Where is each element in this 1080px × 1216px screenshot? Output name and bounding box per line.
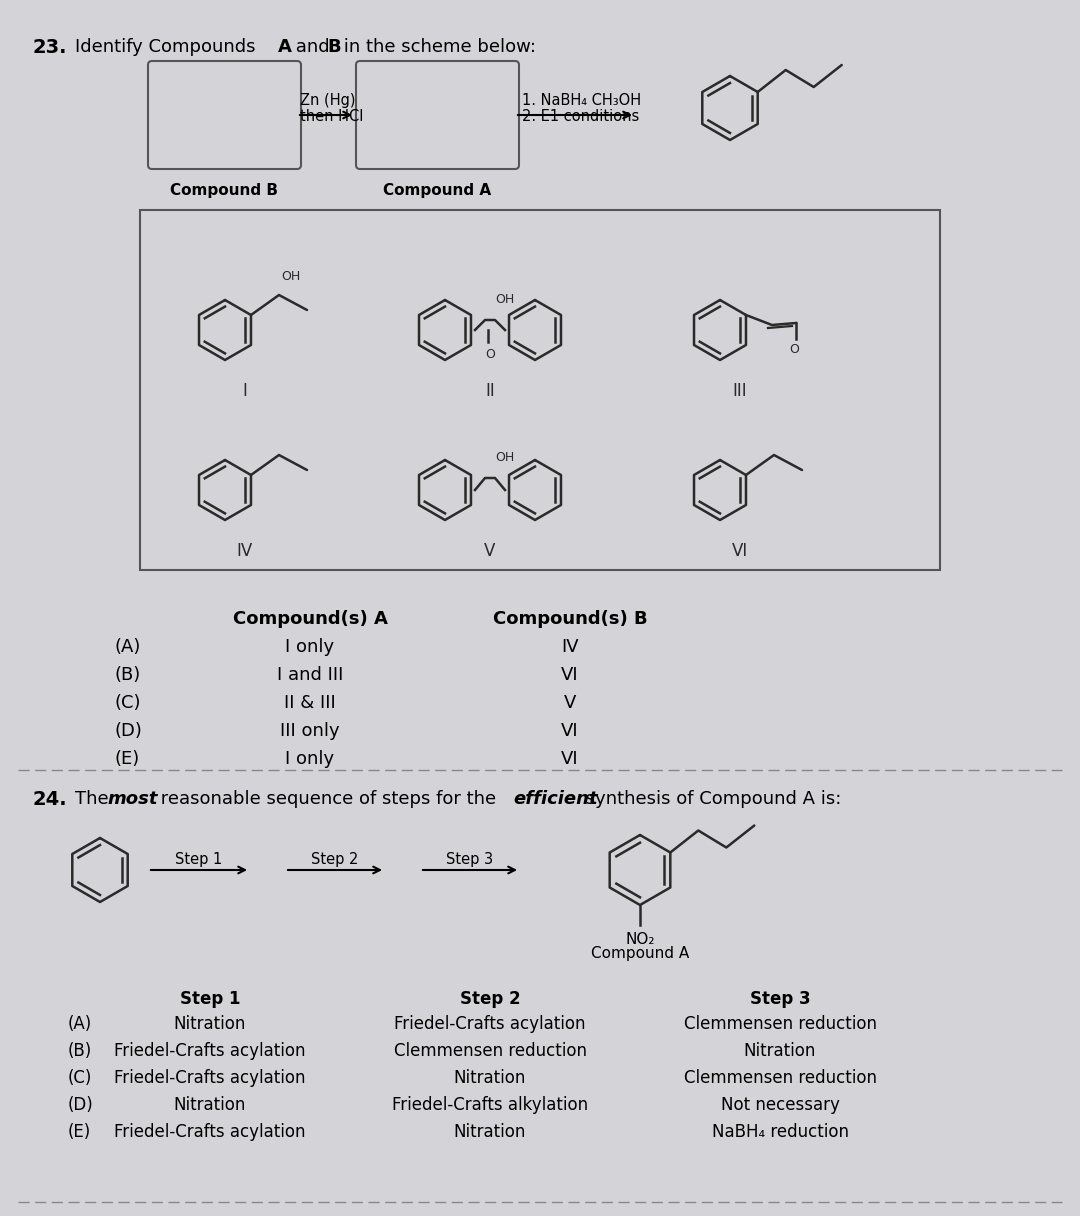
Text: OH: OH <box>495 451 514 465</box>
Text: (A): (A) <box>114 638 141 655</box>
Text: then HCl: then HCl <box>300 109 363 124</box>
Text: and: and <box>291 38 336 56</box>
Text: Nitration: Nitration <box>174 1015 246 1034</box>
Text: VI: VI <box>562 666 579 683</box>
Text: Step 3: Step 3 <box>750 990 810 1008</box>
Text: 1. NaBH₄ CH₃OH: 1. NaBH₄ CH₃OH <box>522 92 642 108</box>
Text: Identify Compounds: Identify Compounds <box>75 38 261 56</box>
Text: 2. E1 conditions: 2. E1 conditions <box>522 109 639 124</box>
Text: O: O <box>485 348 495 361</box>
Text: III: III <box>732 382 747 400</box>
Text: O: O <box>789 343 799 356</box>
Text: VI: VI <box>562 750 579 769</box>
Text: OH: OH <box>281 270 300 283</box>
Text: (E): (E) <box>68 1124 91 1141</box>
Text: Compound(s) B: Compound(s) B <box>492 610 647 627</box>
Text: synthesis of Compound A is:: synthesis of Compound A is: <box>580 790 841 807</box>
Text: (D): (D) <box>114 722 143 741</box>
Text: (B): (B) <box>68 1042 92 1060</box>
Text: Nitration: Nitration <box>454 1124 526 1141</box>
Text: (B): (B) <box>114 666 141 683</box>
Text: I and III: I and III <box>276 666 343 683</box>
Text: efficient: efficient <box>513 790 597 807</box>
Text: Nitration: Nitration <box>744 1042 816 1060</box>
Text: Clemmensen reduction: Clemmensen reduction <box>393 1042 586 1060</box>
Text: B: B <box>327 38 340 56</box>
Text: IV: IV <box>562 638 579 655</box>
Text: Step 1: Step 1 <box>179 990 240 1008</box>
Text: Step 1: Step 1 <box>175 852 222 867</box>
Text: (D): (D) <box>68 1096 94 1114</box>
Text: 23.: 23. <box>32 38 67 57</box>
Text: IV: IV <box>237 542 253 561</box>
Text: Friedel-Crafts acylation: Friedel-Crafts acylation <box>394 1015 585 1034</box>
Text: A: A <box>278 38 292 56</box>
Bar <box>140 210 940 570</box>
Text: most: most <box>107 790 158 807</box>
FancyBboxPatch shape <box>148 61 301 169</box>
Text: Clemmensen reduction: Clemmensen reduction <box>684 1069 877 1087</box>
Text: V: V <box>484 542 496 561</box>
Text: reasonable sequence of steps for the: reasonable sequence of steps for the <box>156 790 502 807</box>
Text: NaBH₄ reduction: NaBH₄ reduction <box>712 1124 849 1141</box>
Text: Zn (Hg): Zn (Hg) <box>300 92 355 108</box>
Text: I: I <box>243 382 247 400</box>
Text: Nitration: Nitration <box>174 1096 246 1114</box>
Text: OH: OH <box>495 293 514 306</box>
Text: VI: VI <box>732 542 748 561</box>
Text: Step 2: Step 2 <box>311 852 359 867</box>
Text: Compound A: Compound A <box>383 182 491 198</box>
Text: (C): (C) <box>68 1069 93 1087</box>
Text: I only: I only <box>285 750 335 769</box>
Text: Compound A: Compound A <box>591 946 689 961</box>
Text: Step 3: Step 3 <box>446 852 494 867</box>
Text: Friedel-Crafts acylation: Friedel-Crafts acylation <box>114 1069 306 1087</box>
Text: II: II <box>485 382 495 400</box>
Text: Friedel-Crafts acylation: Friedel-Crafts acylation <box>114 1042 306 1060</box>
Text: Compound(s) A: Compound(s) A <box>232 610 388 627</box>
Text: Friedel-Crafts acylation: Friedel-Crafts acylation <box>114 1124 306 1141</box>
Text: (E): (E) <box>114 750 140 769</box>
Text: Friedel-Crafts alkylation: Friedel-Crafts alkylation <box>392 1096 589 1114</box>
Text: in the scheme below:: in the scheme below: <box>338 38 536 56</box>
Text: The: The <box>75 790 114 807</box>
Text: I only: I only <box>285 638 335 655</box>
Text: NO₂: NO₂ <box>625 931 654 947</box>
FancyBboxPatch shape <box>356 61 519 169</box>
Text: II & III: II & III <box>284 694 336 713</box>
Text: 24.: 24. <box>32 790 67 809</box>
Text: Nitration: Nitration <box>454 1069 526 1087</box>
Text: V: V <box>564 694 577 713</box>
Text: VI: VI <box>562 722 579 741</box>
Text: III only: III only <box>280 722 340 741</box>
Text: Step 2: Step 2 <box>460 990 521 1008</box>
Text: (C): (C) <box>114 694 141 713</box>
Text: (A): (A) <box>68 1015 92 1034</box>
Text: Not necessary: Not necessary <box>720 1096 839 1114</box>
Text: Compound B: Compound B <box>170 182 278 198</box>
Text: Clemmensen reduction: Clemmensen reduction <box>684 1015 877 1034</box>
